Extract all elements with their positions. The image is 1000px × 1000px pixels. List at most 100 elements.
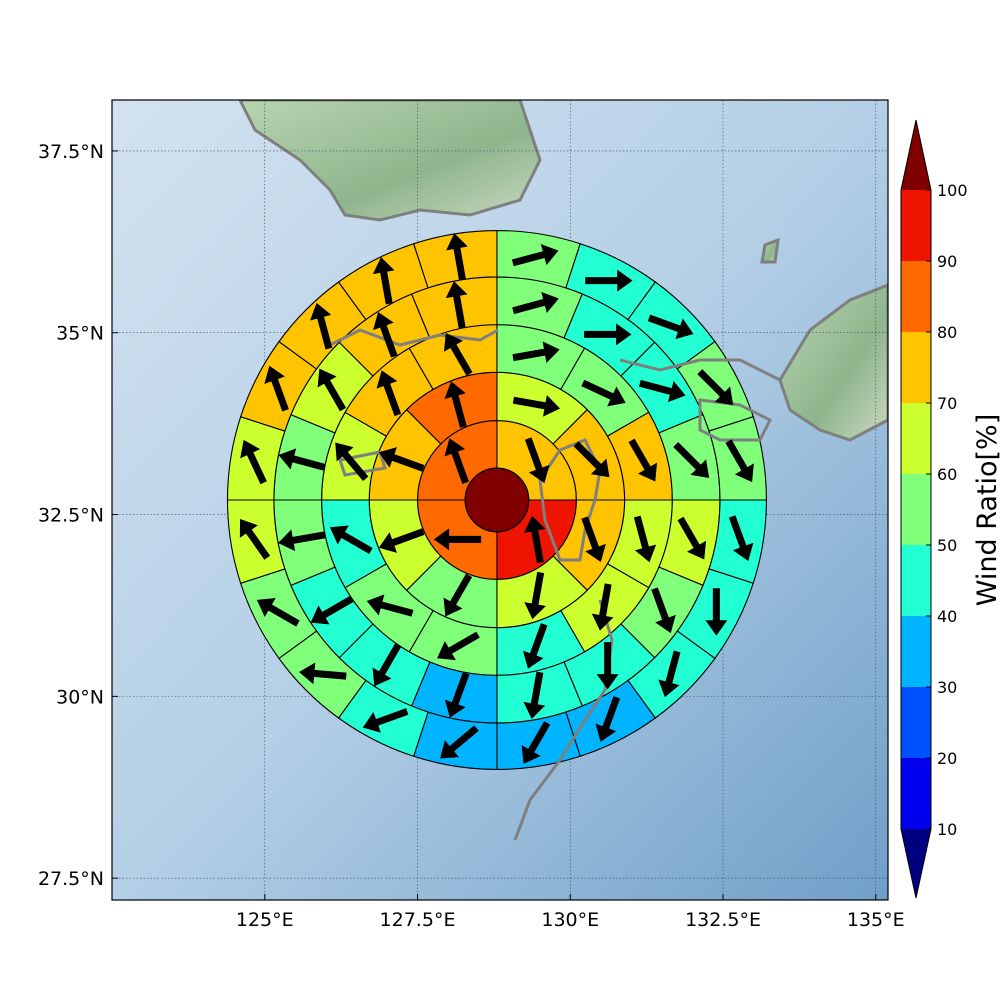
wind-arrow [0,0,10,23]
wind-arrow [0,0,10,23]
kyushu-coastline [538,438,602,562]
colorbar-segment [901,758,931,829]
island-tsushima [760,237,780,264]
wind-arrow [511,243,559,267]
colorbar-tick-label: 10 [937,820,957,839]
wind-arrow [239,518,271,560]
wind-arrow [446,233,468,281]
wind-arrow [0,0,10,23]
y-tick-label: 27.5°N [38,868,104,890]
japan-land [778,283,888,442]
wind-arrow [0,0,10,23]
wind-arrow [378,447,425,472]
korea-land [238,100,542,222]
wind-arrow [705,588,728,636]
wind-arrow [264,365,289,412]
wind-arrow [523,515,546,564]
wind-arrow [0,0,10,23]
wind-arrow [444,438,469,484]
wind-arrow [0,0,10,23]
wind-arrow [628,438,658,482]
wind-arrow [0,0,10,23]
wind-arrow [440,725,479,759]
wind-arrow [0,0,10,23]
wind-arrow [310,595,354,625]
wind-arrow [0,0,10,23]
jeju-coastline [338,450,387,477]
wind-arrow [638,379,686,403]
wind-arrow [373,311,398,358]
wind-arrow [573,441,610,478]
wind-arrow [0,0,10,23]
colorbar-segment [901,190,931,261]
colorbar-tick-label: 30 [937,678,957,697]
wind-arrow [0,0,10,23]
colorbar-tick-label: 20 [937,749,957,768]
wind-arrow [647,314,694,340]
wind-arrow [443,332,473,376]
shikoku-coastline [698,398,773,442]
wind-arrow [0,0,10,23]
wind-arrow [444,381,467,428]
wind-arrow [0,0,10,23]
colorbar-segment [901,687,931,758]
wind-arrow [299,662,347,685]
colorbar-segment [901,403,931,474]
wind-arrow [697,369,734,406]
wind-arrow [0,0,10,23]
wind-arrow [0,0,10,23]
wind-arrow [728,515,754,561]
wind-arrow [633,515,657,563]
wind-arrow [0,0,10,23]
y-tick-label: 30°N [56,686,104,708]
colorbar-segment [901,261,931,332]
wind-arrow [673,442,710,479]
wind-arrow [677,516,707,560]
wind-arrow [581,379,626,407]
wind-arrow [317,368,347,412]
coastline-overlay [329,328,781,841]
wind-arrow [0,0,10,23]
wind-arrow [585,269,633,292]
wind-arrow [445,281,468,329]
korea-south-coastline [329,328,499,347]
wind-arrow [310,302,333,350]
sector-rings [226,229,767,771]
y-tick-label: 32.5°N [38,505,104,527]
wind-arrow [522,623,548,669]
wind-arrow [444,672,470,718]
colorbar-segment [901,332,931,403]
colorbar-tick-label: 70 [937,394,957,413]
wind-arrow [366,594,414,617]
colorbar-segment [901,474,931,545]
wind-arrow [581,516,606,563]
ryukyu-coastline [513,599,614,841]
wind-arrow [278,448,326,471]
x-axis-ticks: 125°E 127.5°E 130°E 132.5°E 135°E [236,894,905,931]
map-frame [111,99,889,901]
wind-arrow [362,708,409,733]
wind-arrows [0,0,754,764]
wind-arrow [512,394,561,417]
colorbar-segment [901,545,931,616]
center-disk [464,467,530,533]
y-tick-label: 37.5°N [38,141,104,163]
wind-arrow [0,0,10,23]
colorbar-tick-label: 100 [937,181,968,200]
colorbar-tick-label: 80 [937,323,957,342]
wind-arrow [0,0,10,23]
wind-arrow [651,587,676,634]
wind-arrow [725,439,754,483]
wind-arrow [0,0,10,23]
colorbar: 10 20 30 40 50 60 70 80 90 100 [900,119,968,899]
colorbar-label: Wind Ratio[%] [972,414,1000,606]
wind-arrow [591,583,614,631]
y-tick-label: 35°N [56,323,104,345]
wind-arrow [335,442,369,482]
wind-arrow [240,439,267,485]
wind-arrow [443,573,473,617]
wind-arrow [524,571,546,620]
wind-arrow [0,0,10,23]
wind-arrow [0,0,10,23]
